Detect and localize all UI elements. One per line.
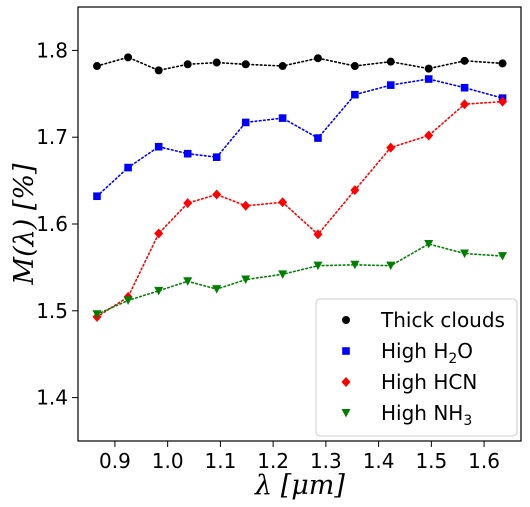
legend-marker — [342, 316, 350, 324]
y-tick-label: 1.6 — [36, 212, 68, 236]
series-4 — [92, 239, 508, 319]
data-point — [386, 81, 395, 89]
legend-label-high-hcn: High HCN — [381, 370, 477, 394]
data-point — [424, 75, 433, 83]
y-tick-label: 1.5 — [36, 299, 68, 323]
y-axis-label: M(λ) [%] — [9, 163, 40, 286]
x-axis-ticks: 0.9 1.0 1.1 1.2 1.3 1.4 1.5 1.6 — [99, 441, 500, 473]
data-point — [183, 277, 193, 286]
data-point — [278, 62, 287, 71]
data-point — [241, 275, 251, 285]
series-2 — [93, 75, 507, 201]
data-point — [386, 57, 395, 66]
data-point — [278, 197, 288, 208]
data-point — [314, 134, 322, 142]
data-point — [154, 66, 163, 75]
data-point — [278, 270, 288, 279]
data-point — [460, 56, 469, 65]
data-point — [498, 59, 507, 68]
data-point — [313, 229, 323, 240]
data-point — [183, 149, 192, 158]
y-tick-label: 1.7 — [36, 125, 68, 149]
data-point — [313, 261, 323, 271]
legend-marker — [342, 347, 350, 355]
data-point — [350, 185, 360, 196]
series-3 — [92, 96, 508, 322]
x-tick-label: 1.1 — [204, 449, 236, 473]
legend-marker — [341, 377, 351, 387]
data-point — [460, 99, 470, 110]
x-tick-label: 1.2 — [257, 449, 289, 473]
data-point — [350, 62, 359, 71]
data-point — [498, 252, 508, 261]
data-point — [212, 285, 222, 294]
data-point — [124, 163, 132, 172]
data-point — [424, 64, 433, 73]
data-point — [351, 90, 359, 99]
data-point — [241, 60, 250, 69]
legend-marker — [341, 409, 351, 418]
data-point — [154, 228, 164, 239]
data-point — [498, 96, 508, 107]
data-point — [92, 310, 102, 319]
legend: Thick clouds High H2O High HCN High NH3 — [315, 298, 518, 437]
legend-label-thick-clouds: Thick clouds — [380, 308, 505, 332]
data-point — [313, 54, 322, 63]
data-point — [123, 296, 133, 305]
data-point — [460, 249, 470, 259]
data-point — [154, 142, 163, 151]
data-point — [241, 118, 250, 127]
data-point — [154, 286, 164, 296]
data-point — [183, 198, 193, 209]
data-point — [92, 62, 101, 71]
legend-label-high-h2o: High H2O — [381, 339, 473, 367]
data-point — [424, 130, 434, 141]
data-point — [278, 114, 287, 122]
data-point — [212, 153, 221, 161]
y-tick-label: 1.4 — [36, 386, 68, 410]
x-tick-label: 1.0 — [152, 449, 184, 473]
data-point — [386, 142, 396, 153]
legend-markers — [341, 316, 351, 418]
data-point — [212, 189, 222, 200]
series-1 — [92, 53, 507, 75]
x-tick-label: 1.3 — [310, 449, 342, 473]
y-axis-ticks: 1.4 1.5 1.6 1.7 1.8 — [36, 38, 78, 410]
x-tick-label: 1.5 — [415, 449, 447, 473]
x-tick-label: 1.6 — [468, 449, 500, 473]
data-point — [386, 261, 396, 271]
legend-label-high-nh3: High NH3 — [381, 401, 472, 429]
y-tick-label: 1.8 — [36, 38, 68, 62]
data-point — [124, 53, 133, 62]
x-tick-label: 1.4 — [363, 449, 395, 473]
data-point — [460, 83, 469, 92]
x-axis-label: λ [μm] — [254, 470, 345, 501]
x-tick-label: 0.9 — [99, 449, 131, 473]
data-point — [212, 58, 221, 67]
data-point — [424, 239, 434, 249]
data-point — [93, 192, 101, 201]
data-point — [350, 260, 360, 270]
data-point — [241, 200, 251, 211]
data-point — [183, 60, 192, 69]
series-layer — [92, 53, 508, 322]
legend-box — [315, 298, 518, 437]
